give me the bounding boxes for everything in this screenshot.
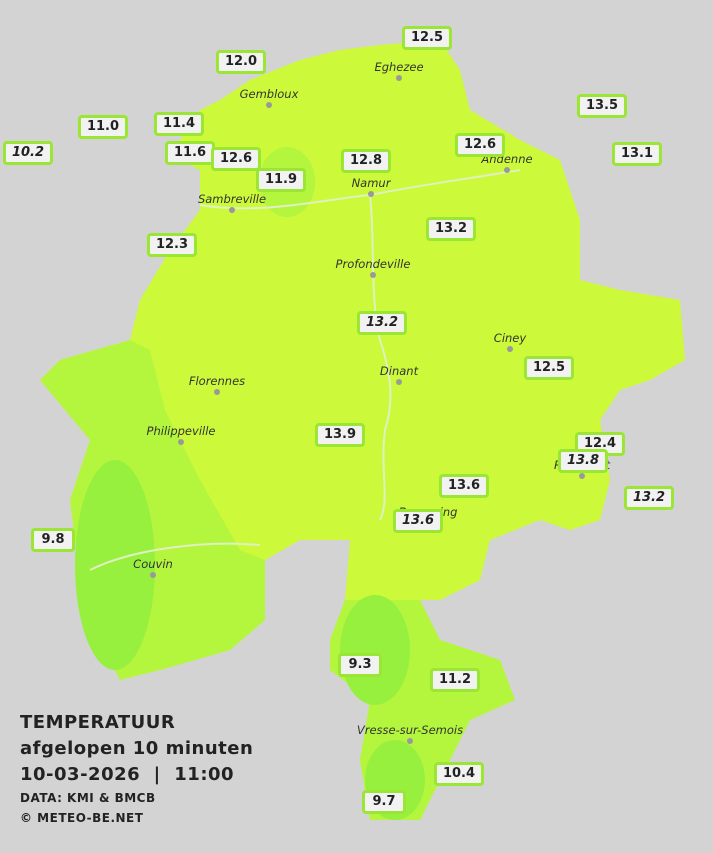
- city-dot: [370, 272, 376, 278]
- city-name: Namur: [351, 176, 391, 190]
- station-value: 12.5: [401, 26, 453, 50]
- city-dot: [178, 439, 184, 445]
- cold-zone: [75, 460, 155, 670]
- city-name: Profondeville: [335, 257, 411, 271]
- station-value: 13.2: [623, 486, 675, 510]
- city-dot: [396, 75, 402, 81]
- station-value: 13.9: [314, 423, 366, 447]
- station-value: 11.4: [153, 112, 205, 136]
- city-name: Sambreville: [197, 192, 267, 206]
- station-value: 12.0: [215, 50, 267, 74]
- city-name: Eghezee: [374, 60, 424, 74]
- station-value: 13.6: [438, 474, 490, 498]
- legend-title: TEMPERATUUR: [20, 712, 176, 733]
- cold-zone: [340, 595, 410, 705]
- legend-source: DATA: KMI & BMCB: [20, 791, 156, 805]
- station-value: 10.4: [433, 762, 485, 786]
- station-value: 11.6: [164, 141, 216, 165]
- city-name: Ciney: [493, 331, 527, 345]
- city-dot: [150, 572, 156, 578]
- legend-credit: © METEO-BE.NET: [20, 811, 144, 825]
- city-name: Philippeville: [146, 424, 216, 438]
- station-value: 13.1: [611, 142, 663, 166]
- station-value: 12.6: [210, 147, 262, 171]
- city-dot: [504, 167, 510, 173]
- legend-datetime: 10-03-2026 | 11:00: [20, 764, 235, 785]
- city-name: Florennes: [188, 374, 246, 388]
- station-value: 9.8: [31, 528, 75, 552]
- city-name: Dinant: [379, 364, 419, 378]
- station-value: 11.0: [77, 115, 129, 139]
- legend-subtitle: afgelopen 10 minuten: [20, 738, 254, 759]
- city-name: Vresse-sur-Semois: [356, 723, 464, 737]
- station-value: 11.2: [429, 668, 481, 692]
- city-dot: [214, 389, 220, 395]
- station-value: 13.5: [576, 94, 628, 118]
- station-value: 13.2: [425, 217, 477, 241]
- station-value: 12.8: [340, 149, 392, 173]
- station-value: 12.5: [523, 356, 575, 380]
- station-value: 12.3: [146, 233, 198, 257]
- station-value: 13.6: [392, 509, 444, 533]
- station-value: 12.6: [454, 133, 506, 157]
- station-value: 9.7: [362, 790, 406, 814]
- station-value: 13.8: [557, 449, 609, 473]
- station-value: 9.3: [338, 653, 382, 677]
- station-value: 10.2: [2, 141, 54, 165]
- station-value: 11.9: [255, 168, 307, 192]
- city-dot: [407, 738, 413, 744]
- city-dot: [368, 191, 374, 197]
- city-dot: [266, 102, 272, 108]
- city-name: Gembloux: [239, 87, 299, 101]
- city-dot: [229, 207, 235, 213]
- city-name: Couvin: [133, 557, 173, 571]
- city-dot: [579, 473, 585, 479]
- city-dot: [507, 346, 513, 352]
- station-value: 13.2: [356, 311, 408, 335]
- city-dot: [396, 379, 402, 385]
